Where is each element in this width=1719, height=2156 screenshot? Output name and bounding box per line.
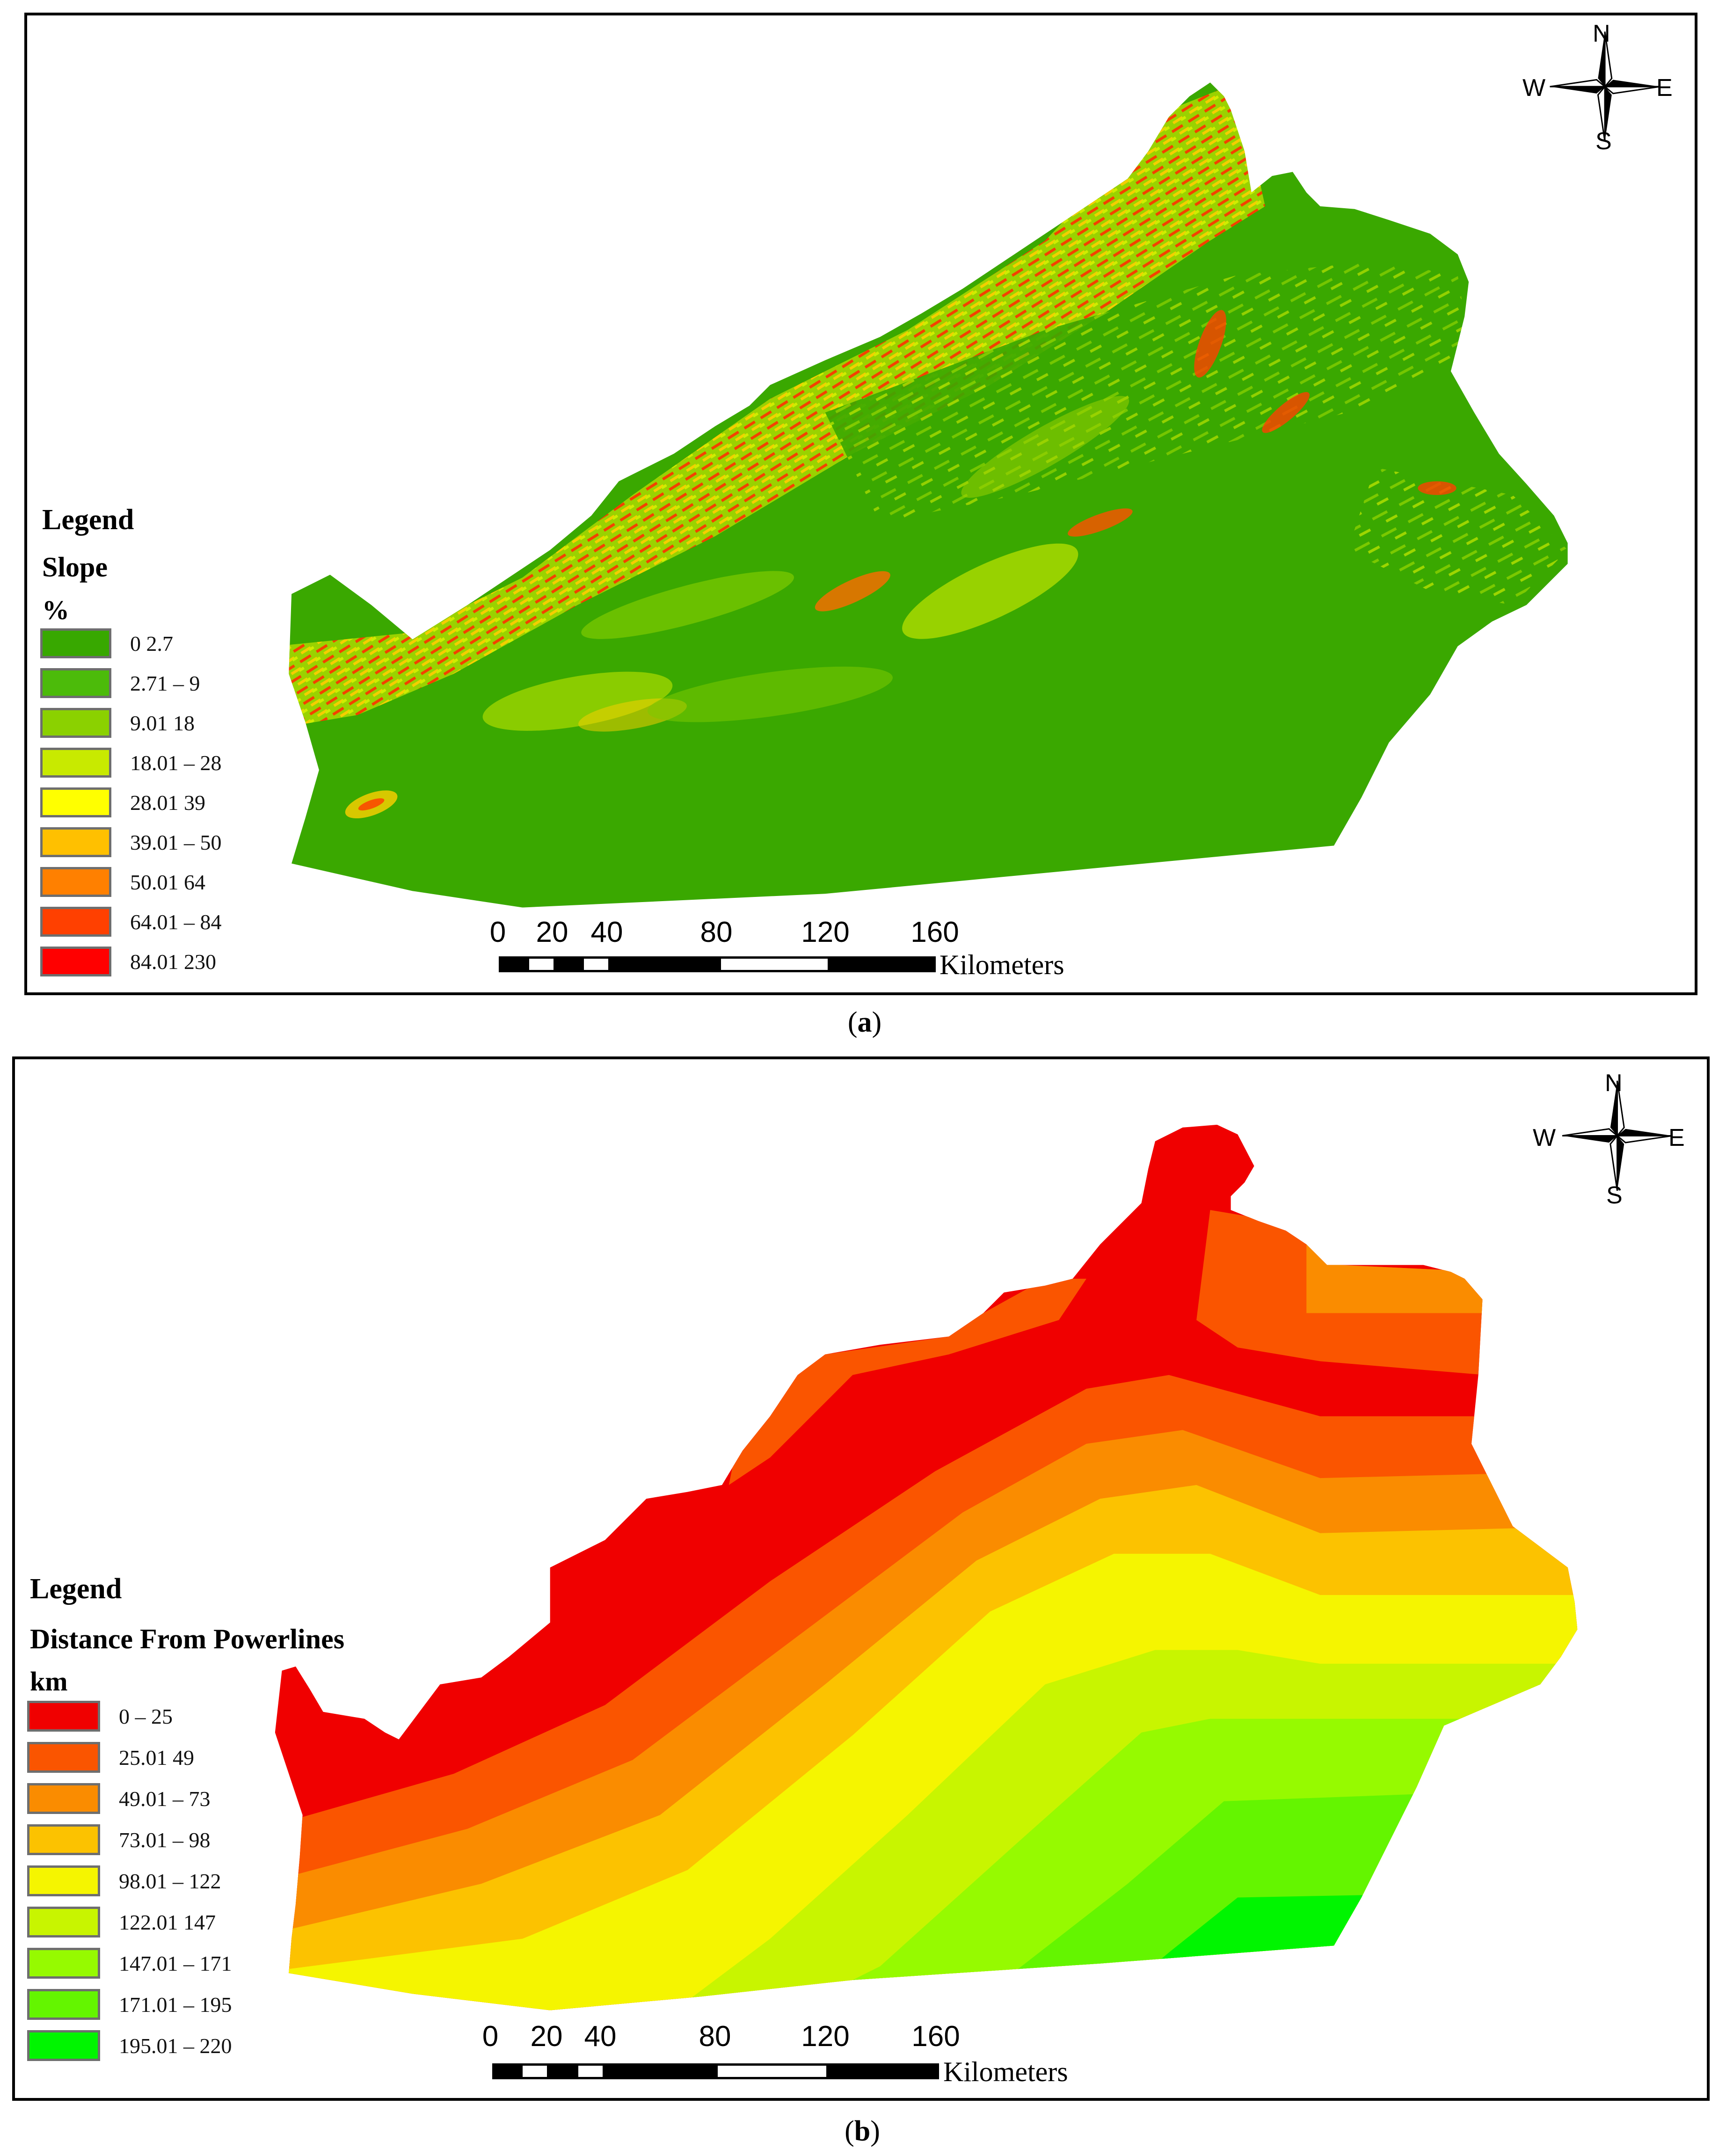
legend-title: Legend xyxy=(42,504,134,536)
legend-label: 98.01 – 122 xyxy=(119,1869,221,1893)
scale-tick: 0 xyxy=(482,2020,499,2053)
legend-layer-name: Slope xyxy=(42,552,108,583)
legend-label: 50.01 64 xyxy=(130,870,205,894)
legend-swatch xyxy=(40,827,111,857)
caption-letter: a xyxy=(857,1006,872,1038)
legend-label: 25.01 49 xyxy=(119,1745,194,1770)
legend-item: 147.01 – 171 xyxy=(27,1947,232,1980)
legend-swatch xyxy=(40,668,111,698)
legend-label: 64.01 – 84 xyxy=(130,910,222,934)
legend-label: 49.01 – 73 xyxy=(119,1786,211,1811)
compass-east-label: E xyxy=(1656,74,1673,102)
compass-east-label: E xyxy=(1668,1124,1685,1151)
legend-title: Legend xyxy=(30,1573,122,1605)
legend-item: 171.01 – 195 xyxy=(27,1988,232,2021)
legend-label: 122.01 147 xyxy=(119,1910,216,1934)
legend-unit: km xyxy=(30,1666,68,1697)
scale-tick: 160 xyxy=(910,916,959,948)
legend-swatch xyxy=(40,787,111,817)
legend-label: 0 – 25 xyxy=(119,1704,173,1728)
legend-swatch xyxy=(27,1948,100,1979)
scale-tick: 120 xyxy=(801,916,850,948)
legend-item: 64.01 – 84 xyxy=(40,905,222,938)
legend-label: 9.01 18 xyxy=(130,711,195,735)
legend-item: 0 2.7 xyxy=(40,627,173,660)
legend-label: 171.01 – 195 xyxy=(119,1992,232,2017)
slope-map xyxy=(289,82,1568,908)
legend-label: 84.01 230 xyxy=(130,949,216,974)
legend-swatch xyxy=(40,867,111,897)
legend-item: 50.01 64 xyxy=(40,866,205,898)
legend-swatch xyxy=(27,1742,100,1773)
legend-swatch xyxy=(40,947,111,976)
legend-swatch xyxy=(40,708,111,738)
legend-label: 18.01 – 28 xyxy=(130,750,222,775)
legend-swatch xyxy=(27,1824,100,1855)
scale-tick: 80 xyxy=(699,2020,731,2053)
scale-tick: 0 xyxy=(489,916,506,948)
scale-tick: 40 xyxy=(584,2020,617,2053)
powerline-distance-map xyxy=(275,1124,1578,2010)
legend-label: 195.01 – 220 xyxy=(119,2033,232,2058)
legend-item: 2.71 – 9 xyxy=(40,667,200,699)
legend-item: 0 – 25 xyxy=(27,1700,173,1733)
legend-swatch xyxy=(40,748,111,778)
scale-bar-graphic xyxy=(499,956,936,972)
legend-item: 39.01 – 50 xyxy=(40,826,222,859)
scale-tick: 20 xyxy=(530,2020,563,2053)
legend-swatch xyxy=(27,2030,100,2061)
legend-swatch xyxy=(40,907,111,937)
legend-label: 28.01 39 xyxy=(130,790,205,815)
scale-tick: 160 xyxy=(911,2020,960,2053)
scale-tick: 40 xyxy=(590,916,623,948)
compass-rose-b-icon xyxy=(1562,1080,1673,1191)
legend-swatch xyxy=(40,628,111,658)
legend-item: 18.01 – 28 xyxy=(40,746,222,779)
legend-label: 0 2.7 xyxy=(130,631,173,656)
compass-north-label: N xyxy=(1593,20,1610,47)
compass-north-label: N xyxy=(1605,1070,1623,1097)
legend-swatch xyxy=(27,1907,100,1937)
caption-a: (a) xyxy=(847,1006,882,1038)
legend-item: 195.01 – 220 xyxy=(27,2029,232,2062)
legend-swatch xyxy=(27,1701,100,1732)
legend-unit: % xyxy=(42,595,69,625)
legend-item: 98.01 – 122 xyxy=(27,1865,221,1897)
legend-swatch xyxy=(27,1783,100,1814)
legend-swatch xyxy=(27,1865,100,1896)
compass-rose-a-icon xyxy=(1550,31,1660,142)
compass-west-label: W xyxy=(1522,74,1546,102)
legend-label: 2.71 – 9 xyxy=(130,671,200,695)
legend-item: 73.01 – 98 xyxy=(27,1823,211,1856)
legend-label: 147.01 – 171 xyxy=(119,1951,232,1975)
scale-bar-graphic xyxy=(492,2063,939,2079)
caption-letter: b xyxy=(854,2115,871,2147)
legend-item: 49.01 – 73 xyxy=(27,1782,211,1815)
compass-west-label: W xyxy=(1533,1124,1556,1151)
scale-tick: 120 xyxy=(801,2020,850,2053)
legend-swatch xyxy=(27,1989,100,2020)
legend-layer-name: Distance From Powerlines xyxy=(30,1624,345,1654)
scale-unit-label: Kilometers xyxy=(940,949,1064,980)
legend-item: 25.01 49 xyxy=(27,1741,194,1774)
caption-b: (b) xyxy=(845,2115,880,2147)
legend-label: 73.01 – 98 xyxy=(119,1828,211,1852)
scale-tick: 80 xyxy=(700,916,733,948)
legend-item: 28.01 39 xyxy=(40,786,205,819)
legend-item: 9.01 18 xyxy=(40,707,195,739)
compass-south-label: S xyxy=(1595,128,1612,155)
scale-unit-label: Kilometers xyxy=(943,2056,1068,2087)
scale-tick: 20 xyxy=(536,916,568,948)
compass-south-label: S xyxy=(1606,1182,1623,1209)
legend-item: 122.01 147 xyxy=(27,1906,216,1938)
legend-item: 84.01 230 xyxy=(40,945,216,978)
legend-label: 39.01 – 50 xyxy=(130,830,222,854)
